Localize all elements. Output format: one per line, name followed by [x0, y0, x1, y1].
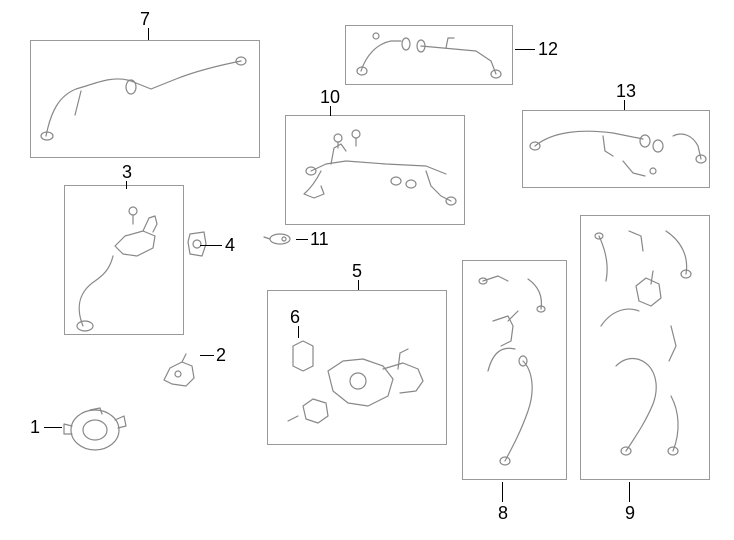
callout-7: 7	[140, 10, 150, 28]
outlet-assembly-3	[65, 186, 185, 336]
callout-8: 8	[498, 504, 508, 522]
pipe-assembly-10	[286, 116, 466, 226]
panel-3	[64, 185, 184, 335]
callout-10: 10	[320, 88, 340, 106]
leader-9	[629, 482, 630, 502]
leader-13	[624, 100, 625, 110]
leader-7	[148, 28, 149, 40]
bracket-2	[158, 350, 200, 392]
leader-4	[200, 245, 222, 246]
pipe-13	[523, 111, 711, 189]
callout-3: 3	[122, 163, 132, 181]
hoses-8	[463, 261, 568, 481]
leader-8	[502, 482, 503, 502]
panel-9	[580, 215, 710, 480]
water-pump-1	[60, 398, 130, 458]
hoses-9	[581, 216, 711, 481]
leader-3	[126, 181, 127, 189]
leader-6	[298, 326, 299, 338]
leader-12	[515, 49, 535, 50]
callout-9: 9	[625, 504, 635, 522]
callout-2: 2	[216, 346, 226, 364]
hose-7	[31, 41, 261, 159]
callout-1: 1	[30, 418, 40, 436]
leader-10	[330, 106, 331, 116]
callout-4: 4	[225, 236, 235, 254]
panel-7	[30, 40, 260, 158]
callout-11: 11	[310, 230, 329, 248]
callout-13: 13	[616, 82, 636, 100]
pipe-12	[346, 26, 514, 86]
leader-11	[296, 239, 308, 240]
panel-10	[285, 115, 465, 225]
clip-11	[262, 232, 292, 246]
callout-5: 5	[352, 262, 362, 280]
leader-5	[358, 280, 359, 290]
leader-2	[200, 355, 214, 356]
panel-8	[462, 260, 567, 480]
panel-12	[345, 25, 513, 85]
callout-6: 6	[290, 308, 300, 326]
panel-13	[522, 110, 710, 188]
leader-1	[44, 427, 62, 428]
callout-12: 12	[538, 40, 558, 58]
